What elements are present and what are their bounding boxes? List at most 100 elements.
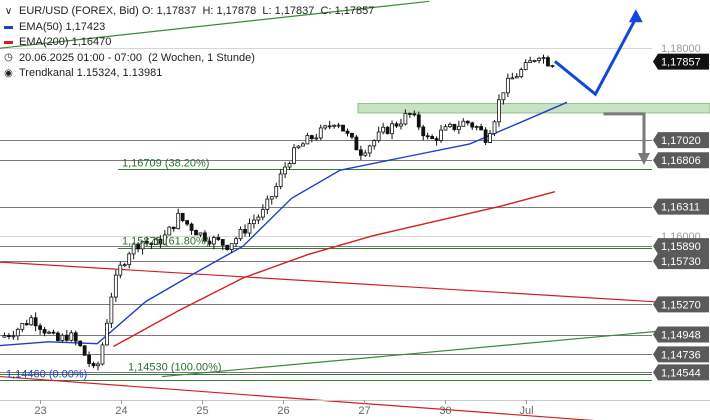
- candle-body: [265, 198, 270, 210]
- candle-body: [154, 238, 158, 246]
- candle-body: [207, 240, 212, 245]
- candle-body: [11, 335, 16, 338]
- candle-body: [309, 135, 314, 139]
- fibonacci-label: 1,16709 (38.20%): [122, 157, 209, 169]
- candle-body: [376, 131, 381, 142]
- candle-body: [60, 334, 65, 341]
- time-tick-label: 25: [196, 405, 208, 417]
- candle-body: [51, 331, 56, 334]
- candle-body: [15, 328, 20, 337]
- time-axis: 23 24 25 26 27 30 Jul: [0, 400, 710, 417]
- candle-body: [225, 244, 230, 250]
- target-icon: ◉: [4, 67, 13, 79]
- candle-body: [274, 186, 279, 198]
- candle-body: [33, 317, 38, 327]
- candle-body: [519, 69, 524, 78]
- price-tag-bg: [653, 326, 709, 343]
- ema50-line: [0, 101, 568, 347]
- candle-body: [318, 127, 323, 139]
- candle-body: [87, 354, 91, 364]
- candle-body: [461, 120, 466, 127]
- price-tag-bg: [653, 152, 709, 169]
- candle-body: [127, 253, 132, 266]
- chevron-down-icon[interactable]: ∨: [4, 5, 13, 17]
- candle-body: [501, 92, 506, 101]
- candle-body: [443, 126, 448, 131]
- candle-body: [122, 264, 127, 267]
- instrument-name: EUR/USD (FOREX, Bid): [19, 5, 139, 17]
- candle-body: [185, 220, 190, 225]
- candle-body: [497, 99, 501, 123]
- candle-body: [492, 121, 497, 134]
- candle-body: [180, 212, 185, 221]
- candle-body: [505, 77, 510, 94]
- ema200-line: [113, 191, 556, 348]
- ohlc-low-label: L:: [262, 5, 272, 17]
- candle-body: [47, 331, 51, 334]
- candle-body: [372, 140, 377, 147]
- price-tick-label: 1,18000: [661, 43, 701, 55]
- candle-body: [269, 196, 274, 200]
- legend-trendchannel-row: ◉ Trendkanal 1.15324, 1.13981: [4, 66, 374, 82]
- candle-body: [105, 322, 109, 346]
- candle-body: [234, 238, 239, 245]
- price-tag-tag: 1,17020: [653, 132, 709, 149]
- ohlc-open: 1,17837: [156, 5, 197, 17]
- candle-body: [456, 125, 461, 130]
- candle-body: [198, 232, 203, 236]
- candle-body: [363, 152, 368, 156]
- trendline-green-upper: [0, 0, 430, 49]
- candle-body: [367, 145, 372, 154]
- candle-body: [292, 147, 296, 164]
- price-tag-label: 1,16311: [661, 202, 700, 214]
- candle-body: [7, 335, 11, 337]
- candle-body: [91, 363, 96, 367]
- candle-body: [314, 137, 319, 140]
- candle-body: [332, 124, 337, 127]
- trendline-green-lower: [161, 327, 697, 378]
- candle-body: [390, 123, 394, 135]
- candle-body: [470, 122, 475, 128]
- fibonacci-label: 1,14460 (0.00%): [6, 368, 87, 380]
- candle-body: [488, 133, 492, 143]
- candle-body: [381, 126, 386, 133]
- time-tick-label: 26: [277, 405, 289, 417]
- candle-body: [452, 123, 457, 130]
- resistance-zone-layer: [357, 103, 710, 114]
- candle-body: [479, 126, 484, 131]
- price-tag-current: 1,17857: [653, 53, 709, 70]
- scenario-down-line: [603, 112, 646, 157]
- price-tag-label: 1,14736: [661, 349, 701, 361]
- price-tag-bg: [653, 346, 709, 363]
- time-tick-label: 27: [358, 405, 370, 417]
- candle-body: [550, 65, 555, 67]
- candle-body: [350, 132, 354, 138]
- candle-body: [358, 149, 363, 156]
- candle-body: [510, 77, 515, 80]
- candle-body: [24, 323, 29, 326]
- price-axis: 1,180001,178571,170201,168061,163111,160…: [653, 43, 709, 381]
- candle-body: [145, 241, 149, 244]
- price-level-lines: [0, 48, 652, 381]
- fibonacci-label: 1,14530 (100.00%): [128, 362, 222, 374]
- candle-body: [69, 332, 74, 341]
- price-tag-label: 1,15270: [661, 299, 701, 311]
- price-tag-label: 1,14948: [661, 330, 701, 342]
- candle-body: [149, 242, 154, 246]
- price-tag-tag: 1,14948: [653, 326, 709, 343]
- price-tag-tag: 1,15270: [653, 296, 709, 313]
- legend-ema50-row: EMA(50) 1,17423: [4, 20, 374, 36]
- candle-body: [82, 345, 87, 356]
- price-tag-tag: 1,14544: [653, 364, 709, 381]
- time-tick-label: Jul: [519, 405, 533, 417]
- candle-body: [247, 223, 252, 234]
- arrow-down-icon: [637, 153, 650, 166]
- candle-body: [394, 123, 399, 127]
- candle-body: [407, 113, 412, 115]
- candle-body: [399, 123, 403, 127]
- candle-body: [421, 126, 426, 137]
- candle-body: [140, 241, 145, 250]
- fibonacci-labels: 1,16709 (38.20%) 1,15875 (61.80%) 1,14530 …: [6, 157, 222, 380]
- candle-body: [216, 237, 221, 240]
- candle-body: [20, 323, 25, 330]
